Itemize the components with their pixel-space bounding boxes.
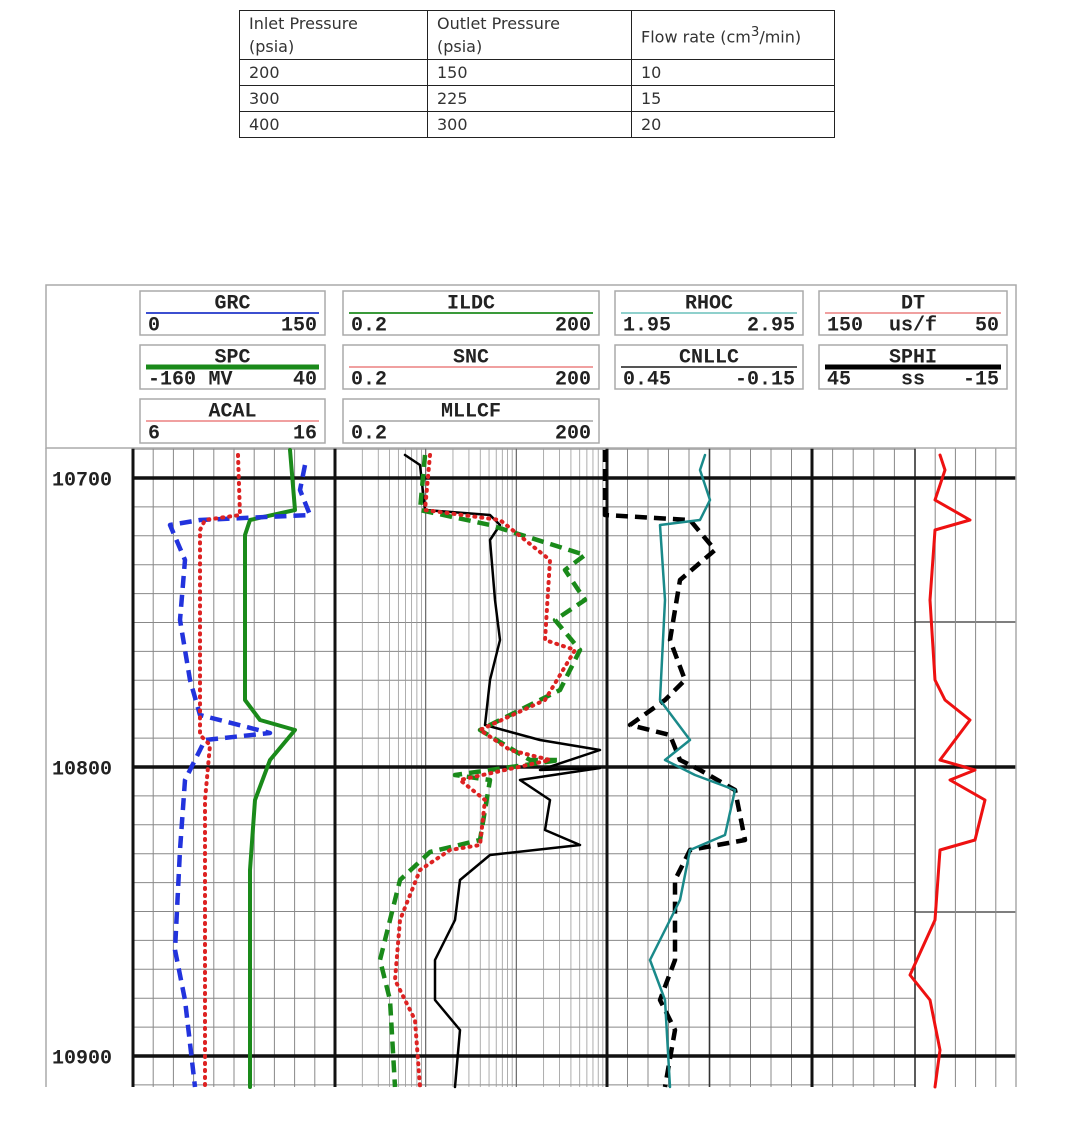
header-text: (psia)	[437, 37, 483, 56]
scale-unit: MV	[208, 368, 232, 391]
scale-right: 50	[975, 314, 999, 337]
scale-left: 0.45	[623, 368, 671, 391]
header-text: (psia)	[249, 37, 295, 56]
cell: 10	[631, 59, 835, 86]
cell: 20	[631, 111, 835, 138]
scale-right: 16	[293, 422, 317, 445]
scale-right: 200	[555, 422, 591, 445]
scale-right: 200	[555, 314, 591, 337]
scale-right: 2.95	[747, 314, 795, 337]
scale-right: -15	[963, 368, 999, 391]
legend-name: DT	[901, 292, 925, 315]
cell: 300	[427, 111, 632, 138]
header-text: /min)	[759, 27, 802, 47]
snc-curve	[393, 453, 577, 1089]
scale-right: 200	[555, 368, 591, 391]
scale-left: 0	[148, 314, 160, 337]
legend-name: CNLLC	[679, 346, 739, 369]
superscript: 3	[750, 25, 760, 41]
mllcf-curve	[403, 453, 602, 1089]
grc-curve	[167, 464, 313, 1088]
legend-name: ILDC	[447, 292, 495, 315]
cnllc-curve	[602, 450, 748, 1088]
cell: 300	[239, 85, 428, 112]
header-text: Outlet Pressure	[437, 14, 560, 33]
acal-curve	[198, 453, 242, 1089]
log-legend: GRC 0 150 ILDC 0.2 200 RHOC 1.95 2.95 DT 150 50 us/f…	[139, 290, 1008, 445]
scale-right: 40	[293, 368, 317, 391]
scale-unit: ss	[901, 368, 925, 391]
row: 300 225 15	[239, 85, 835, 112]
log-header-frame	[45, 284, 1017, 449]
rhoc-curve	[648, 453, 737, 1089]
cell: 400	[239, 111, 428, 138]
dt-curve	[908, 453, 987, 1089]
header-cell: Flow rate (cm3/min)	[631, 10, 835, 60]
legend-name: SPHI	[889, 346, 937, 369]
scale-left: 150	[827, 314, 863, 337]
header-text: Inlet Pressure	[249, 14, 358, 33]
row: 400 300 20	[239, 111, 835, 138]
legend-name: GRC	[214, 292, 250, 315]
legend-name: SNC	[453, 346, 489, 369]
scale-left: 0.2	[351, 422, 387, 445]
scale-unit: us/f	[889, 314, 937, 337]
depth-label: 10700	[52, 469, 112, 492]
legend-name: MLLCF	[441, 400, 501, 423]
scale-right: -0.15	[735, 368, 795, 391]
legend-name: SPC	[214, 346, 250, 369]
scale-left: 1.95	[623, 314, 671, 337]
header-row: Inlet Pressure (psia) Outlet Pressure (psi…	[239, 10, 835, 60]
scale-left: 6	[148, 422, 160, 445]
legend-name: RHOC	[685, 292, 733, 315]
cell: 200	[239, 59, 428, 86]
ildc-curve	[377, 454, 588, 1088]
depth-label: 10800	[52, 758, 112, 781]
scale-left: 0.2	[351, 368, 387, 391]
data-table: Inlet Pressure (psia) Outlet Pressure (psi…	[239, 10, 835, 138]
scale-left: 45	[827, 368, 851, 391]
depth-label: 10900	[52, 1047, 112, 1070]
scale-left: 0.2	[351, 314, 387, 337]
legend-name: ACAL	[208, 400, 256, 423]
header-text: Flow rate (cm	[641, 27, 751, 47]
header-cell: Outlet Pressure (psia)	[427, 10, 632, 60]
scale-right: 150	[281, 314, 317, 337]
curves	[167, 448, 987, 1089]
log-grid	[131, 448, 1016, 1087]
header-cell: Inlet Pressure (psia)	[239, 10, 428, 60]
scale-left: -160	[148, 368, 196, 391]
